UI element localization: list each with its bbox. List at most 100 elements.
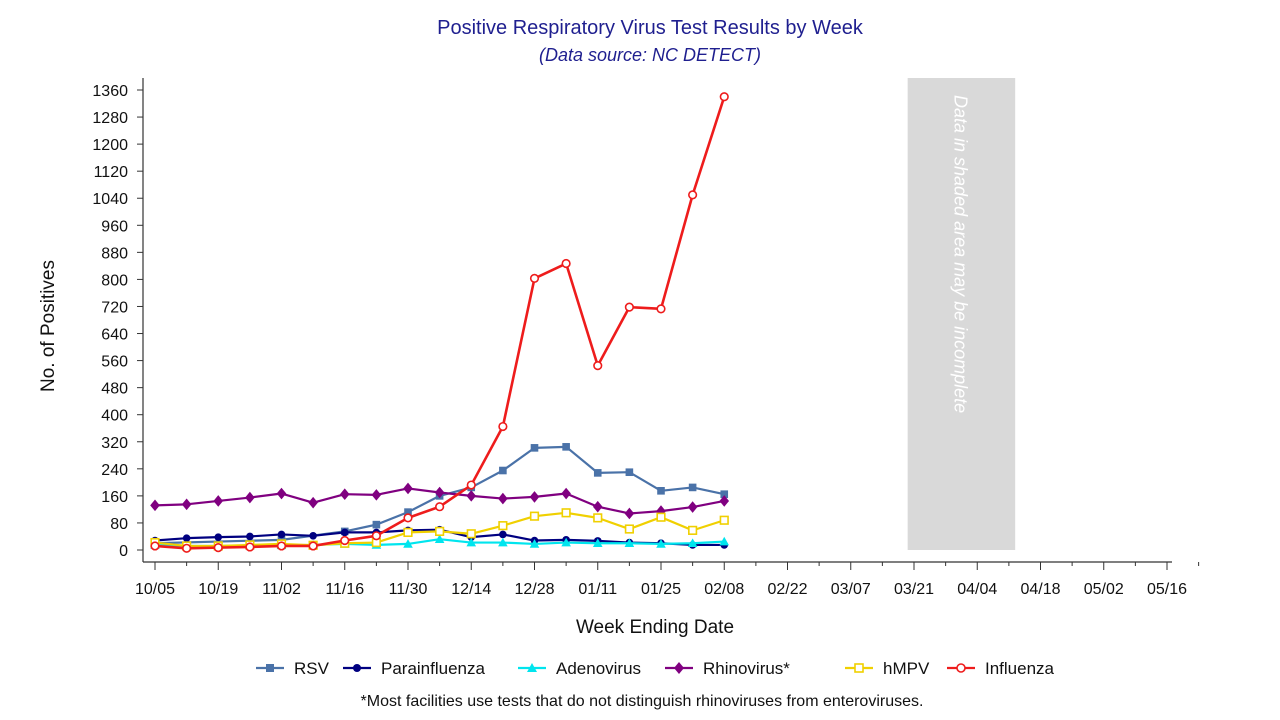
axes [142,78,1172,563]
data-point-influenza [308,541,318,551]
data-point-rhinovirus [403,482,413,495]
data-point-rhinovirus [719,495,730,507]
legend-marker [527,663,537,672]
y-axis-label: No. of Positives [38,260,59,392]
data-point-influenza [498,421,508,432]
data-point-hmpv [561,508,571,518]
y-tick-label: 320 [101,435,128,452]
data-point-rsv [625,468,634,477]
data-point-rhinovirus [371,489,382,501]
chart-title: Positive Respiratory Virus Test Results … [437,17,864,39]
data-point-hmpv [529,511,540,521]
legend-label: Rhinovirus* [703,659,790,678]
data-point-adenovirus [529,539,540,548]
x-tick-label: 11/16 [325,581,364,598]
x-axis-ticks: 10/05 10/19 11/02 11/16 11/30 12/14 12/28 01/11… [135,562,1200,598]
y-tick-label: 1120 [94,164,129,181]
data-point-hmpv [403,527,413,538]
legend-item-adenovirus: Adenovirus [518,659,641,678]
data-point-influenza [719,92,729,102]
data-point-adenovirus [561,537,571,547]
legend-marker [266,664,274,672]
y-tick-label: 800 [101,272,128,289]
legend-item-parainfluenza: Parainfluenza [343,659,486,678]
x-tick-label: 03/21 [894,581,934,598]
x-tick-label: 10/19 [198,581,238,598]
data-point-parainfluenza [277,530,286,539]
y-tick-label: 0 [119,543,128,560]
y-tick-label: 400 [101,408,128,425]
data-point-rhinovirus [687,501,698,513]
x-tick-label: 10/05 [135,581,175,598]
data-point-rsv [530,444,539,452]
data-point-hmpv [688,525,698,535]
data-point-rsv [562,443,570,451]
data-point-rsv [593,469,602,477]
legend-marker [956,663,966,673]
data-point-adenovirus [466,537,477,547]
x-tick-label: 02/08 [704,581,744,598]
data-point-hmpv [466,529,476,539]
data-point-adenovirus [498,537,508,547]
data-point-rhinovirus [276,487,287,500]
data-point-rhinovirus [213,495,224,507]
legend-item-rhinovirus: Rhinovirus* [665,659,790,678]
data-point-rsv [499,466,507,475]
data-point-influenza [593,361,603,371]
data-point-adenovirus [656,539,666,548]
y-tick-label: 1280 [92,110,128,127]
x-tick-label: 01/25 [641,581,681,598]
x-tick-label: 12/28 [514,581,554,598]
data-point-adenovirus [719,536,730,546]
legend-item-influenza: Influenza [947,659,1055,678]
legend-label: RSV [294,659,330,678]
y-tick-label: 1040 [92,191,128,208]
data-point-influenza [656,304,666,314]
y-tick-label: 960 [101,218,128,235]
data-point-influenza [213,543,223,553]
y-axis-ticks: 0 80 160 240 320 400 480 560 640 720 800 880 960 1040… [92,83,143,560]
x-tick-label: 11/30 [389,581,428,598]
x-tick-label: 12/14 [451,581,491,598]
data-point-influenza [561,258,571,269]
data-point-influenza [466,480,476,490]
y-tick-label: 1200 [92,137,128,154]
y-tick-label: 560 [101,354,128,371]
y-tick-label: 160 [101,489,128,506]
data-point-hmpv [498,521,508,531]
legend: RSV Parainfluenza Adenovirus Rhinovirus* hMP… [256,659,1055,678]
data-point-rhinovirus [529,491,540,503]
data-point-rhinovirus [466,490,477,502]
series-influenza [150,92,729,553]
y-tick-label: 240 [101,462,128,479]
y-tick-label: 880 [101,245,128,262]
y-tick-label: 1360 [92,83,128,100]
data-point-rhinovirus [181,498,192,511]
x-axis-label: Week Ending Date [576,617,734,638]
data-point-rsv [688,483,697,492]
data-point-hmpv [656,512,666,522]
x-tick-label: 04/04 [957,581,997,598]
x-tick-label: 03/07 [831,581,871,598]
footnote: *Most facilities use tests that do not d… [361,693,924,710]
data-point-hmpv [624,524,634,534]
legend-marker [353,664,361,672]
legend-marker [674,662,684,674]
y-tick-label: 80 [110,516,128,533]
data-point-influenza [688,190,698,200]
incomplete-data-shaded-area [907,78,1016,550]
data-point-adenovirus [687,538,698,548]
data-point-influenza [340,535,350,546]
data-point-adenovirus [434,534,445,543]
data-point-rhinovirus [656,505,666,517]
chart-subtitle: (Data source: NC DETECT) [539,45,761,65]
data-point-rsv [657,487,665,495]
series-rhinovirus [150,482,730,520]
data-point-parainfluenza [182,534,191,542]
legend-item-rsv: RSV [256,659,330,678]
data-point-influenza [624,302,634,312]
data-point-parainfluenza [214,533,223,541]
data-point-adenovirus [592,538,603,548]
data-point-adenovirus [403,539,413,548]
